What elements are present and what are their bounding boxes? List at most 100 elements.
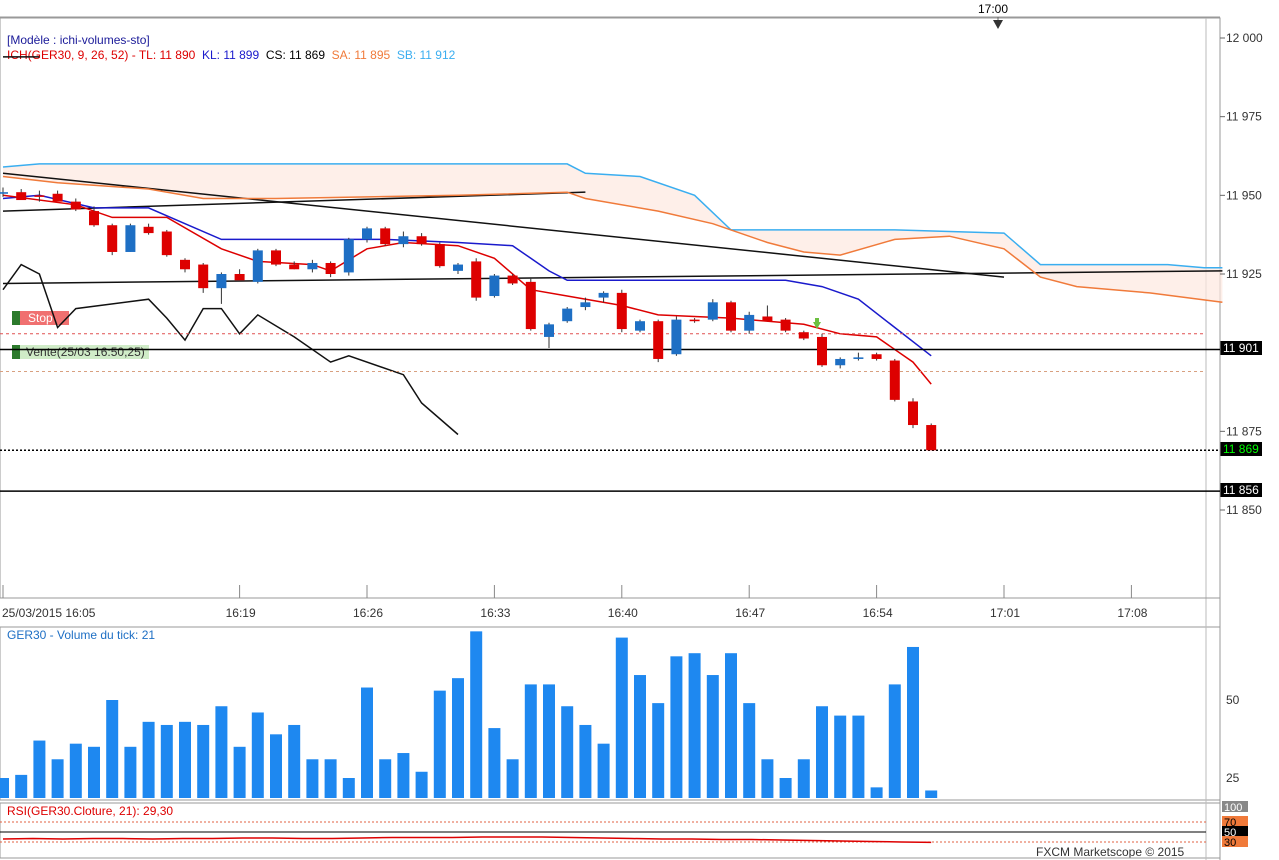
rsi-tick-background (1222, 816, 1248, 827)
price-tag-level-a: 11 901 (1220, 341, 1262, 355)
candle-body (362, 228, 372, 240)
volume-bar (888, 684, 901, 798)
price-tag-level-b: 11 856 (1220, 483, 1262, 497)
candle-body (125, 225, 136, 252)
rsi-tick-label: 100 (1224, 802, 1242, 814)
volume-bar (251, 712, 264, 798)
price-panel-frame (0, 17, 1221, 599)
candle-body (307, 262, 318, 270)
candle-body (16, 192, 27, 201)
candle-body (471, 261, 482, 298)
volume-bar (706, 675, 719, 798)
rsi-tick-label: 30 (1224, 837, 1236, 849)
candle-body (52, 193, 63, 202)
kijun-sen-line (2, 194, 932, 357)
sb-value: SB: 11 912 (396, 48, 456, 62)
candle-body (653, 321, 664, 359)
tl-value: TL: 11 890 (138, 48, 196, 62)
candle-body (89, 211, 99, 226)
candle-body (544, 324, 554, 337)
time-tick-label: 16:26 (353, 606, 383, 620)
volume-bar (270, 734, 282, 798)
volume-bar (524, 684, 537, 798)
volume-bar (743, 703, 756, 798)
volume-bar (106, 700, 119, 798)
volume-tick-label: 50 (1226, 693, 1240, 707)
volume-bar (33, 740, 46, 798)
indicator-lines (0, 56, 1223, 492)
volume-bar (506, 759, 519, 798)
copyright: FXCM Marketscope © 2015 (1036, 845, 1185, 859)
rsi-series-line (2, 836, 932, 844)
candle-body (871, 354, 882, 359)
candle-body (398, 236, 409, 245)
template-label: [Modèle : ichi-volumes-sto] (7, 33, 150, 47)
candle-body (434, 244, 445, 267)
volume-bar (634, 675, 646, 798)
volume-bar (160, 724, 173, 798)
grid-layer (0, 16, 1221, 860)
candle-body (343, 239, 354, 273)
time-tick-label: 17:01 (990, 606, 1020, 620)
volume-bar (543, 684, 555, 798)
candle-body (853, 357, 864, 359)
candle-body (835, 358, 846, 366)
volume-bar (15, 774, 28, 798)
volume-bar (288, 724, 301, 798)
senkou-span-a-line (2, 175, 1223, 304)
candle-body (817, 336, 827, 366)
volume-panel-title: GER30 - Volume du tick: 21 (7, 628, 156, 642)
volume-bar (379, 759, 392, 798)
sell-order-label[interactable]: Vente(25/03 16:50,25) (12, 345, 149, 359)
price-tick-label: 11 850 (1226, 503, 1262, 517)
volume-bar (51, 759, 64, 798)
candle-body (780, 319, 791, 331)
candle-body (798, 332, 809, 339)
price-tick-label: 11 950 (1226, 188, 1262, 202)
candle-body (143, 226, 154, 234)
candle-body (416, 236, 427, 245)
candle-body (70, 201, 81, 210)
volume-bar (615, 637, 628, 798)
candle-body (908, 401, 918, 426)
price-tick-label: 11 925 (1226, 267, 1262, 281)
volume-bar (233, 746, 246, 798)
sell-arrow-icon (813, 318, 821, 329)
time-tick-label: 16:47 (735, 606, 765, 620)
candle-body (616, 292, 627, 330)
volume-bar (852, 715, 865, 798)
axes: 12 000 11 975 11 950 11 925 11 875 11 850 25/0… (2, 17, 1263, 849)
price-tick-label: 11 875 (1226, 424, 1262, 438)
volume-bar (69, 743, 82, 798)
candle-body (453, 264, 463, 271)
candle-body (635, 321, 645, 331)
candle-body (525, 281, 536, 330)
candle-body (107, 225, 118, 252)
candle-body (926, 425, 937, 451)
volume-bar (0, 778, 9, 798)
volume-bar (579, 724, 592, 798)
volume-bar (306, 759, 319, 798)
volume-bar (415, 771, 428, 798)
candles (0, 187, 937, 451)
stop-order-label[interactable]: Stop (12, 311, 69, 325)
volume-bar (561, 706, 574, 798)
volume-bar (725, 653, 737, 798)
candle-body (744, 314, 755, 331)
rsi-panel-frame (0, 802, 1221, 859)
time-tick-label: 25/03/2015 16:05 (2, 606, 96, 620)
candle-body (252, 250, 263, 282)
volume-bar (652, 703, 665, 798)
candle-body (689, 319, 700, 322)
rsi-panel-title: RSI(GER30.Cloture, 21): 29,30 (7, 804, 174, 818)
volume-bar (925, 790, 938, 798)
volume-bar (834, 715, 847, 798)
candle-body (707, 302, 718, 320)
rsi-line (0, 821, 1206, 844)
time-tick-label: 16:40 (608, 606, 638, 620)
volume-bar (907, 646, 919, 798)
rsi-tick-background (1222, 836, 1248, 847)
volume-bar (452, 678, 464, 798)
volume-bar (342, 778, 355, 798)
